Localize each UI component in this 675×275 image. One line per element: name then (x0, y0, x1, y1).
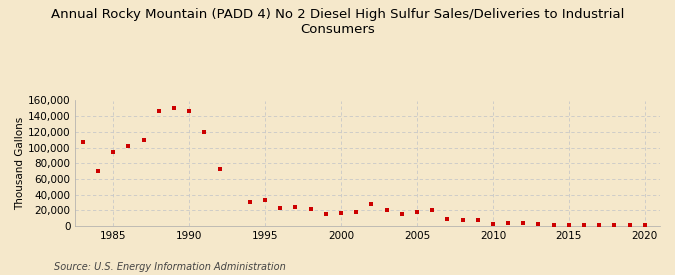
Point (594, 223, 605, 227)
Point (138, 138, 149, 143)
Point (381, 208, 392, 212)
Point (472, 218, 483, 222)
Point (533, 222, 544, 227)
Point (487, 222, 498, 227)
Text: Annual Rocky Mountain (PADD 4) No 2 Diesel High Sulfur Sales/Deliveries to Indus: Annual Rocky Mountain (PADD 4) No 2 Dies… (51, 8, 624, 36)
Point (169, 106, 180, 111)
Point (78, 140, 88, 144)
Point (153, 109, 164, 114)
Point (321, 212, 331, 216)
Point (184, 109, 194, 113)
Text: Source: U.S. Energy Information Administration: Source: U.S. Energy Information Administ… (54, 262, 286, 272)
Y-axis label: Thousand Gallons: Thousand Gallons (15, 117, 25, 210)
Point (260, 198, 271, 202)
Point (457, 218, 468, 222)
Point (335, 211, 346, 216)
Point (108, 150, 119, 155)
Point (396, 212, 407, 216)
Point (548, 223, 559, 227)
Point (518, 221, 529, 225)
Point (366, 202, 377, 206)
Point (275, 206, 286, 210)
Point (199, 130, 210, 134)
Point (412, 210, 423, 214)
Point (442, 217, 453, 221)
Point (564, 223, 574, 227)
Point (214, 167, 225, 172)
Point (609, 223, 620, 227)
Point (244, 199, 255, 204)
Point (351, 210, 362, 214)
Point (503, 221, 514, 225)
Point (92, 169, 103, 173)
Point (305, 207, 316, 211)
Point (578, 223, 589, 227)
Point (639, 223, 650, 228)
Point (427, 208, 437, 212)
Point (123, 144, 134, 148)
Point (290, 205, 301, 209)
Point (624, 223, 635, 228)
